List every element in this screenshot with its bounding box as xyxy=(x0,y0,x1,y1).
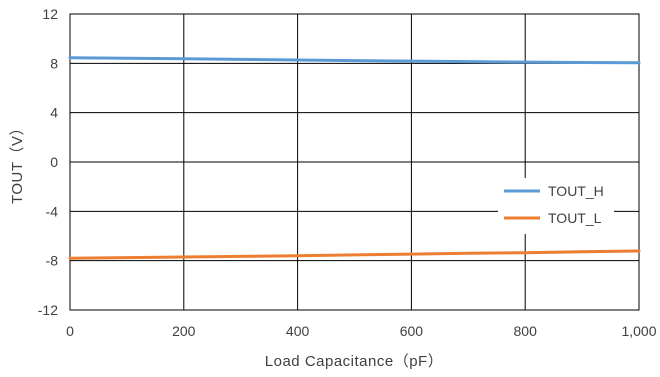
plot-area-frame xyxy=(69,13,640,311)
y-tick-label: 4 xyxy=(50,105,58,121)
x-tick-label: 1,000 xyxy=(621,323,656,339)
x-tick-label: 0 xyxy=(66,323,74,339)
x-tick-label: 600 xyxy=(400,323,424,339)
series-group xyxy=(68,56,641,260)
legend: TOUT_H TOUT_L xyxy=(498,178,614,234)
legend-label-tout-h: TOUT_H xyxy=(548,183,604,199)
y-tick-label: -4 xyxy=(46,203,59,219)
y-tick-label: 12 xyxy=(42,6,58,22)
x-tick-label: 800 xyxy=(514,323,538,339)
x-tick-label: 400 xyxy=(286,323,310,339)
y-tick-label: -12 xyxy=(38,302,58,318)
series-line-tout-h xyxy=(68,56,641,65)
x-tick-label: 200 xyxy=(172,323,196,339)
y-tick-label: 8 xyxy=(50,55,58,71)
x-axis-label: Load Capacitance（pF） xyxy=(265,353,443,370)
legend-background xyxy=(498,178,614,234)
y-tick-labels: -12 -8 -4 0 4 8 12 xyxy=(38,6,58,318)
y-tick-label: 0 xyxy=(50,154,58,170)
x-tick-labels: 0 200 400 600 800 1,000 xyxy=(66,323,657,339)
y-axis-label: TOUT（V） xyxy=(9,120,26,204)
y-tick-label: -8 xyxy=(46,253,59,269)
legend-label-tout-l: TOUT_L xyxy=(548,210,602,226)
series-line-tout-l xyxy=(68,249,641,260)
